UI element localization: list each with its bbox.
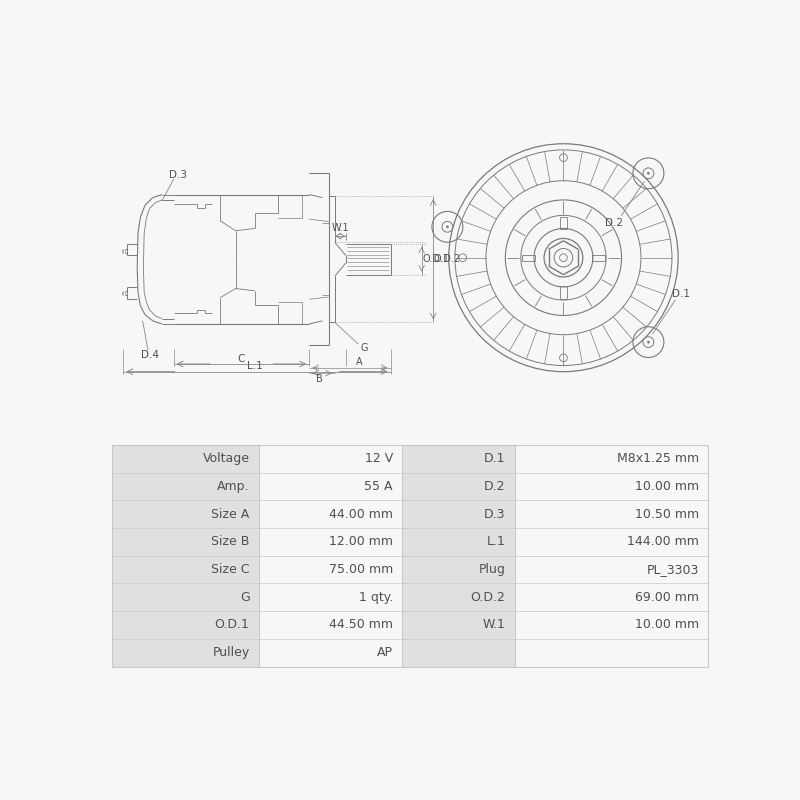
Text: B: B bbox=[316, 374, 322, 384]
Bar bbox=[112, 639, 259, 666]
Text: Size A: Size A bbox=[211, 508, 250, 521]
Bar bbox=[259, 500, 402, 528]
Text: G: G bbox=[240, 590, 250, 604]
Bar bbox=[259, 528, 402, 556]
Bar bbox=[259, 556, 402, 583]
Text: 44.50 mm: 44.50 mm bbox=[329, 618, 393, 631]
Bar bbox=[402, 445, 514, 473]
Text: M8x1.25 mm: M8x1.25 mm bbox=[617, 452, 699, 465]
Bar bbox=[514, 473, 708, 500]
Text: C: C bbox=[238, 354, 245, 363]
Bar bbox=[112, 445, 708, 666]
Text: 10.50 mm: 10.50 mm bbox=[635, 508, 699, 521]
Text: O.D.2: O.D.2 bbox=[434, 254, 461, 264]
Text: D.2: D.2 bbox=[605, 218, 622, 228]
Text: D.3: D.3 bbox=[484, 508, 506, 521]
Bar bbox=[514, 528, 708, 556]
Text: D.4: D.4 bbox=[141, 350, 158, 360]
Text: Voltage: Voltage bbox=[202, 452, 250, 465]
Text: 44.00 mm: 44.00 mm bbox=[329, 508, 393, 521]
Circle shape bbox=[446, 226, 449, 228]
Bar bbox=[112, 528, 259, 556]
Bar bbox=[112, 583, 259, 611]
Bar bbox=[514, 639, 708, 666]
Text: O.D.1: O.D.1 bbox=[214, 618, 250, 631]
Bar bbox=[112, 611, 259, 639]
Text: O.D.1: O.D.1 bbox=[422, 254, 449, 264]
Bar bbox=[514, 445, 708, 473]
Bar bbox=[259, 445, 402, 473]
Bar bbox=[112, 473, 259, 500]
Bar bbox=[402, 528, 514, 556]
Bar bbox=[259, 639, 402, 666]
Text: L.1: L.1 bbox=[247, 362, 263, 371]
Text: 69.00 mm: 69.00 mm bbox=[635, 590, 699, 604]
Text: D.1: D.1 bbox=[484, 452, 506, 465]
Bar bbox=[514, 611, 708, 639]
Text: Amp.: Amp. bbox=[217, 480, 250, 493]
Bar bbox=[402, 500, 514, 528]
Text: AP: AP bbox=[377, 646, 393, 659]
Text: Size C: Size C bbox=[211, 563, 250, 576]
Text: 144.00 mm: 144.00 mm bbox=[627, 535, 699, 548]
Text: O.D.2: O.D.2 bbox=[470, 590, 506, 604]
Text: 1 qty.: 1 qty. bbox=[358, 590, 393, 604]
Bar bbox=[112, 500, 259, 528]
Bar bbox=[402, 556, 514, 583]
Bar bbox=[112, 556, 259, 583]
Bar bbox=[112, 445, 259, 473]
Bar bbox=[259, 473, 402, 500]
Text: 10.00 mm: 10.00 mm bbox=[635, 480, 699, 493]
Text: A: A bbox=[356, 358, 363, 367]
Bar bbox=[514, 556, 708, 583]
Text: 12 V: 12 V bbox=[365, 452, 393, 465]
Text: Pulley: Pulley bbox=[212, 646, 250, 659]
Text: D.1: D.1 bbox=[672, 290, 690, 299]
Text: 75.00 mm: 75.00 mm bbox=[329, 563, 393, 576]
Bar bbox=[514, 583, 708, 611]
Text: G: G bbox=[361, 342, 368, 353]
Circle shape bbox=[647, 341, 650, 343]
Text: D.3: D.3 bbox=[169, 170, 186, 180]
Bar bbox=[259, 611, 402, 639]
Text: Plug: Plug bbox=[478, 563, 506, 576]
Text: W.1: W.1 bbox=[482, 618, 506, 631]
Text: L.1: L.1 bbox=[486, 535, 506, 548]
Text: 12.00 mm: 12.00 mm bbox=[329, 535, 393, 548]
Text: W.1: W.1 bbox=[331, 223, 349, 234]
Text: 10.00 mm: 10.00 mm bbox=[635, 618, 699, 631]
Bar bbox=[259, 583, 402, 611]
Bar bbox=[514, 500, 708, 528]
Bar bbox=[402, 639, 514, 666]
Circle shape bbox=[647, 172, 650, 174]
Text: Size B: Size B bbox=[211, 535, 250, 548]
Text: PL_3303: PL_3303 bbox=[646, 563, 699, 576]
Bar bbox=[402, 611, 514, 639]
Text: 55 A: 55 A bbox=[365, 480, 393, 493]
Bar bbox=[402, 583, 514, 611]
Text: D.2: D.2 bbox=[484, 480, 506, 493]
Bar bbox=[402, 473, 514, 500]
